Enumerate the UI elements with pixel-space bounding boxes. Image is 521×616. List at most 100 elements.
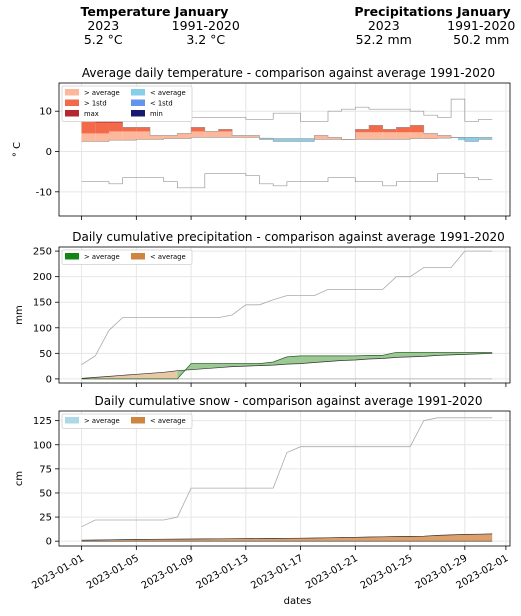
- y-tick-label: 0: [46, 374, 52, 385]
- legend-swatch: [65, 253, 79, 260]
- temperature-above-1std-band: [369, 125, 383, 133]
- temperature-band: [191, 127, 205, 138]
- temperature-above-1std-band: [136, 127, 151, 132]
- precipitation-2023-label: 2023: [367, 18, 400, 33]
- x-tick-label: 2023-01-05: [85, 553, 141, 592]
- y-tick-label: 75: [39, 464, 52, 475]
- legend-label: min: [150, 110, 163, 118]
- y-tick-label: 100: [33, 323, 52, 334]
- temperature-band: [382, 129, 397, 140]
- temperature-band: [245, 135, 260, 138]
- legend-swatch: [65, 417, 79, 424]
- temperature-min-line: [81, 173, 493, 189]
- chart-panel-2: 0 50 100 150 200 250 Daily cumulative precipit…: [14, 230, 511, 387]
- y-tick-label: 10: [39, 107, 52, 118]
- y-tick-label: 250: [33, 247, 52, 258]
- y-tick-label: 25: [39, 513, 52, 524]
- precipitation-above-band: [177, 352, 493, 379]
- snow-normal-line: [81, 533, 493, 541]
- temperature-band: [327, 137, 342, 140]
- temperature-2023-line: [81, 117, 493, 142]
- temperature-above-1std-band: [218, 129, 233, 132]
- y-tick-label: 0: [46, 147, 52, 158]
- chart-title: Daily cumulative snow - comparison again…: [95, 394, 483, 408]
- temperature-summary: Temperature January 2023 1991-2020 5.2 °…: [52, 0, 257, 50]
- y-tick-label: -10: [36, 187, 52, 198]
- x-tick-label: 2023-01-09: [140, 553, 196, 592]
- temperature-band: [478, 137, 493, 140]
- precipitation-2023-line: [81, 351, 493, 380]
- legend-swatch: [131, 253, 145, 260]
- x-tick-label: 2023-01-25: [359, 553, 415, 592]
- plot-frame: [58, 82, 511, 217]
- legend-box: [61, 85, 193, 122]
- legend-label: > average: [84, 89, 120, 97]
- temperature-band: [423, 133, 438, 139]
- temperature-band: [150, 135, 164, 140]
- snow-max-line: [81, 417, 493, 528]
- legend-label: > average: [84, 253, 120, 261]
- temperature-2023-value: 5.2 °C: [83, 32, 123, 47]
- plot-frame: [58, 246, 511, 384]
- y-tick-label: 50: [39, 488, 52, 499]
- temperature-above-1std-band: [410, 125, 424, 133]
- precipitation-max-line: [81, 250, 493, 365]
- temperature-band: [314, 135, 328, 140]
- legend-swatch: [131, 417, 145, 424]
- precipitation-normal-line: [81, 352, 493, 379]
- temperature-band: [232, 135, 246, 138]
- legend-swatch: [65, 99, 79, 106]
- temperature-above-1std-band: [382, 129, 397, 133]
- precipitation-summary: Precipitations January 2023 1991-2020 52…: [335, 0, 521, 50]
- precipitation-normal-value: 50.2 mm: [453, 32, 510, 47]
- temperature-band: [163, 135, 178, 139]
- legend-label: < 1std: [150, 100, 173, 108]
- legend-label: > 1std: [84, 100, 107, 108]
- precipitation-normal-label: 1991-2020: [447, 18, 516, 33]
- temperature-below-band: [457, 137, 479, 141]
- legend-swatch: [131, 89, 145, 96]
- y-tick-label: 150: [33, 298, 52, 309]
- precipitation-summary-title: Precipitations January: [354, 4, 511, 19]
- x-tick-label: 2023-01-01: [30, 553, 86, 592]
- chart-title: Daily cumulative precipitation - compari…: [72, 230, 505, 244]
- temperature-normal-label: 1991-2020: [171, 18, 240, 33]
- legend-label: max: [84, 110, 99, 118]
- x-tick-label: 2023-01-21: [304, 553, 360, 592]
- legend-swatch: [65, 110, 79, 117]
- x-axis-label: dates: [284, 596, 312, 607]
- temperature-band: [300, 138, 315, 142]
- temperature-2023-label: 2023: [87, 18, 120, 33]
- y-tick-label: 0: [46, 537, 52, 548]
- legend-swatch: [131, 110, 145, 117]
- legend-box: [61, 249, 193, 265]
- legend-label: < average: [150, 253, 186, 261]
- y-tick-label: 200: [33, 272, 52, 283]
- y-axis-label: cm: [14, 471, 25, 486]
- temperature-band: [341, 139, 356, 141]
- legend-label: < average: [150, 417, 186, 425]
- temperature-summary-title: Temperature January: [80, 4, 229, 19]
- y-tick-label: 100: [33, 440, 52, 451]
- temperature-band: [177, 133, 192, 139]
- temperature-band: [355, 129, 370, 140]
- temperature-normal-line: [81, 137, 493, 142]
- legend-box: [61, 413, 193, 429]
- x-tick-label: 2023-01-17: [249, 553, 305, 592]
- y-tick-label: 125: [33, 416, 52, 427]
- y-axis-label: ° C: [12, 142, 23, 157]
- legend-swatch: [131, 99, 145, 106]
- temperature-band: [259, 138, 274, 140]
- precipitation-2023-value: 52.2 mm: [355, 32, 412, 47]
- legend-swatch: [65, 89, 79, 96]
- temperature-above-1std-band: [122, 127, 137, 132]
- legend-label: < average: [150, 89, 186, 97]
- x-tick-label: 2023-01-13: [194, 553, 250, 592]
- temperature-normal-value: 3.2 °C: [186, 32, 226, 47]
- legend-label: > average: [84, 417, 120, 425]
- temperature-band: [218, 129, 233, 138]
- temperature-above-1std-band: [396, 127, 411, 133]
- snow-below-band: [81, 533, 493, 542]
- chart-title: Average daily temperature - comparison a…: [82, 66, 495, 80]
